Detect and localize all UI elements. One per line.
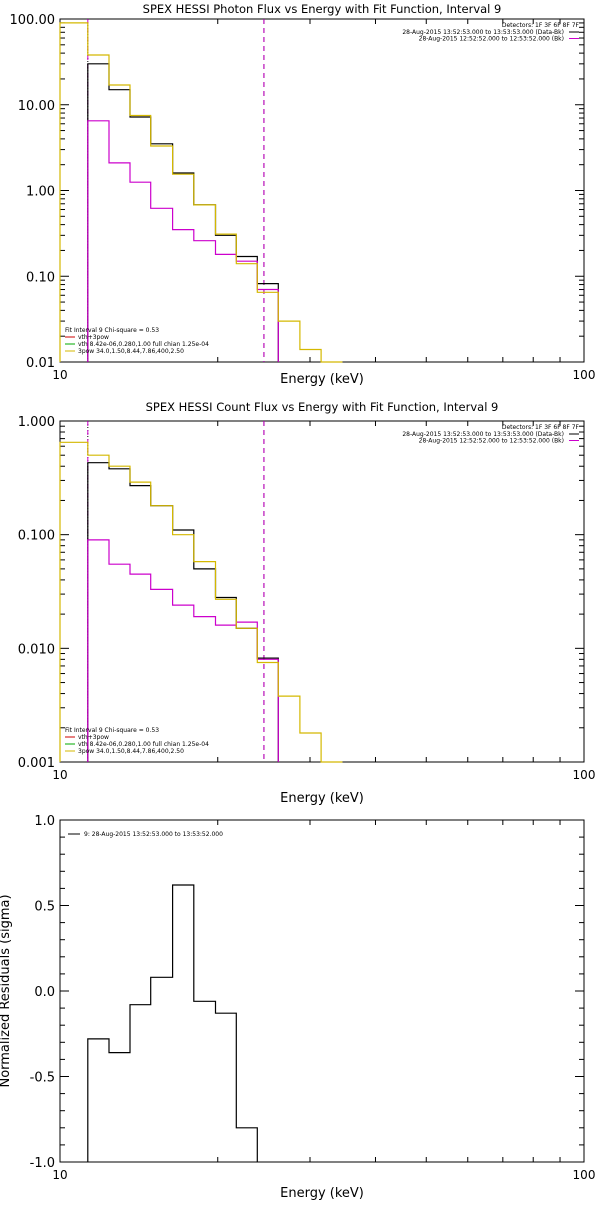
legend-label: 9: 28-Aug-2015 13:52:53.000 to 13:53:52.… [84, 831, 223, 838]
fit-parameter-label: 3pow 34.0,1.50,8.44,7.86,400,2.50 [78, 748, 184, 755]
x-tick-label: 100 [573, 768, 596, 782]
y-tick-label: 1.000 [18, 415, 55, 430]
plot-frame [59, 18, 585, 363]
y-tick-label: 0.100 [18, 529, 55, 544]
y-tick-label: 0.010 [18, 642, 55, 657]
y-tick-label: 0.001 [18, 756, 55, 771]
data-series-step-line [59, 441, 343, 763]
x-axis-label: Energy (keV) [280, 791, 364, 806]
y-tick-label: 0.01 [26, 356, 55, 371]
x-tick-label: 10 [52, 1168, 67, 1182]
data-series-step-line [87, 539, 279, 762]
x-tick-label: 100 [573, 368, 596, 382]
y-tick-label: 100.00 [10, 13, 56, 28]
x-tick-label: 10 [52, 368, 67, 382]
fit-summary-label: Fit Interval 9 Chi-square = 0.53 [65, 727, 159, 734]
y-tick-label: 0.0 [34, 985, 55, 1000]
y-axis-label: Normalized Residuals (sigma) [0, 894, 13, 1087]
data-series-step-line [87, 63, 279, 362]
time-interval-label: 28-Aug-2015 12:52:52.000 to 12:53:52.000… [419, 438, 564, 445]
y-tick-label: -0.5 [30, 1071, 55, 1086]
time-interval-label: 28-Aug-2015 12:52:52.000 to 12:53:52.000… [419, 36, 564, 43]
data-series-step-line [87, 462, 279, 762]
fit-summary-label: Fit Interval 9 Chi-square = 0.53 [65, 327, 159, 334]
y-tick-label: 1.00 [26, 185, 55, 200]
fit-parameter-label: vth 8.42e-06,0.280,1.00 full chian 1.25e… [78, 341, 209, 348]
chart-title: SPEX HESSI Photon Flux vs Energy with Fi… [143, 2, 502, 16]
data-series-step-line [87, 884, 258, 1162]
x-tick-label: 100 [573, 1168, 596, 1182]
detectors-label: Detectors: 1F 3F 6F 8F 7F [502, 424, 580, 431]
x-axis-label: Energy (keV) [280, 1186, 364, 1200]
data-series-step-line [87, 120, 279, 362]
time-interval-label: 28-Aug-2015 13:52:53.000 to 13:53:53.000… [402, 431, 564, 438]
y-tick-label: -1.0 [30, 1156, 55, 1171]
y-tick-label: 10.00 [18, 99, 55, 114]
data-series-step-line [59, 22, 343, 363]
y-tick-label: 0.10 [26, 270, 55, 285]
fit-parameter-label: vth 8.42e-06,0.280,1.00 full chian 1.25e… [78, 741, 209, 748]
y-tick-label: 0.5 [34, 900, 55, 915]
plot-frame [59, 420, 585, 763]
chart-title: SPEX HESSI Count Flux vs Energy with Fit… [146, 400, 499, 414]
x-axis-label: Energy (keV) [280, 372, 364, 387]
x-tick-label: 10 [52, 768, 67, 782]
fit-parameter-label: 3pow 34.0,1.50,8.44,7.86,400,2.50 [78, 348, 184, 355]
y-tick-label: 1.0 [34, 814, 55, 829]
fit-parameter-label: vth+3pow [78, 334, 109, 341]
detectors-label: Detectors: 1F 3F 6F 8F 7F [502, 22, 580, 29]
fit-parameter-label: vth+3pow [78, 734, 109, 741]
time-interval-label: 28-Aug-2015 13:52:53.000 to 13:53:53.000… [402, 29, 564, 36]
plot-frame [59, 819, 585, 1163]
